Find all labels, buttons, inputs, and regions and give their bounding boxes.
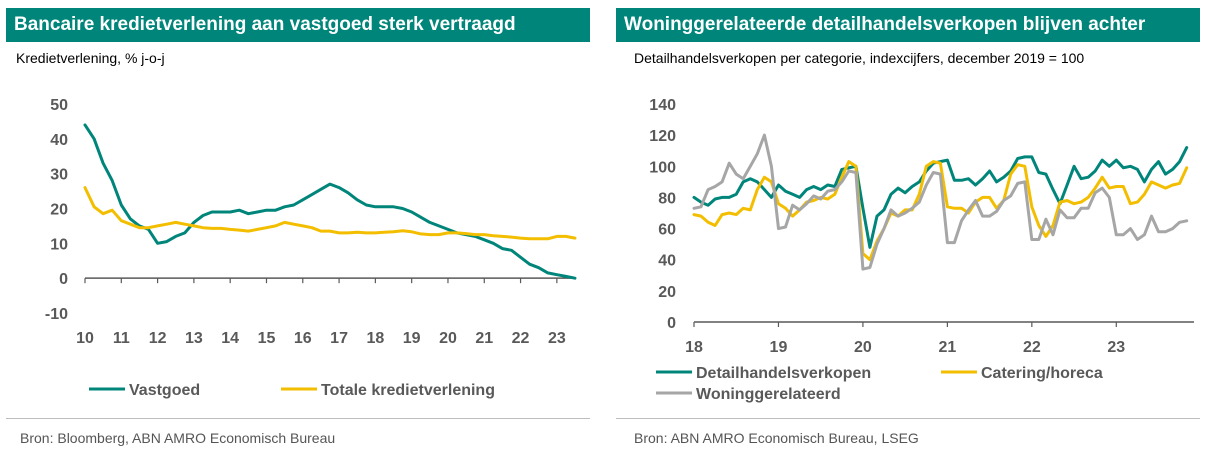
source-note: Bron: Bloomberg, ABN AMRO Economisch Bur… (20, 430, 336, 446)
y-tick-label: 30 (50, 167, 68, 184)
y-tick-label: 140 (649, 97, 676, 114)
x-tick-label: 23 (548, 330, 566, 347)
x-tick-label: 16 (294, 330, 312, 347)
y-tick-label: 80 (658, 190, 676, 207)
series-line-1 (692, 146, 1189, 249)
x-tick-label: 23 (1107, 339, 1125, 356)
chart-subtitle: Detailhandelsverkopen per categorie, ind… (634, 50, 1085, 66)
y-tick-label: 40 (658, 253, 676, 270)
x-tick-label: 20 (439, 330, 457, 347)
series-line-3 (692, 133, 1189, 271)
x-tick-label: 12 (149, 330, 167, 347)
chart-title: Woninggerelateerde detailhandelsverkopen… (616, 8, 1200, 42)
y-tick-label: 20 (658, 284, 676, 301)
x-tick-label: 22 (512, 330, 530, 347)
series-line-1 (83, 123, 577, 280)
y-tick-label: 60 (658, 222, 676, 239)
legend-label: Totale kredietverlening (321, 382, 495, 399)
chart-title: Bancaire kredietverlening aan vastgoed s… (6, 8, 590, 42)
y-tick-label: 40 (50, 132, 68, 149)
y-tick-label: -10 (45, 306, 68, 323)
source-note: Bron: ABN AMRO Economisch Bureau, LSEG (634, 430, 919, 446)
chart-area: 0 20 40 60 80 100 120 140 18 19 20 21 22 23 Detailhand… (649, 97, 1194, 403)
y-tick-label: 120 (649, 128, 676, 145)
chart-panel-right: Woninggerelateerde detailhandelsverkopen… (616, 0, 1206, 454)
x-tick-label: 21 (475, 330, 493, 347)
y-tick-label: 0 (667, 315, 676, 332)
y-tick-label: 100 (649, 159, 676, 176)
legend-label: Woninggerelateerd (696, 386, 841, 403)
x-tick-label: 19 (770, 339, 788, 356)
x-tick-label: 13 (185, 330, 203, 347)
chart-area: -10 0 10 20 30 40 50 10 11 12 13 14 15 16 17 18 19 20 21 22… (45, 97, 577, 399)
y-tick-label: 10 (50, 236, 68, 253)
x-tick-label: 14 (221, 330, 239, 347)
x-tick-label: 11 (113, 330, 130, 347)
x-tick-label: 15 (258, 330, 276, 347)
legend-label: Vastgoed (129, 382, 200, 399)
x-tick-label: 18 (366, 330, 384, 347)
chart-panel-left: Bancaire kredietverlening aan vastgoed s… (6, 0, 596, 454)
source-divider (616, 418, 1200, 419)
x-tick-label: 10 (76, 330, 94, 347)
x-tick-label: 22 (1023, 339, 1041, 356)
y-tick-label: 50 (50, 97, 68, 114)
legend-label: Catering/horeca (981, 365, 1103, 382)
chart-subtitle: Kredietverlening, % j-o-j (16, 50, 165, 66)
x-tick-label: 20 (854, 339, 872, 356)
x-tick-label: 17 (330, 330, 348, 347)
x-tick-label: 19 (403, 330, 421, 347)
source-divider (6, 418, 590, 419)
y-tick-label: 0 (59, 271, 68, 288)
series-line-2 (83, 186, 577, 241)
x-tick-label: 18 (685, 339, 703, 356)
y-tick-label: 20 (50, 202, 68, 219)
legend-label: Detailhandelsverkopen (696, 365, 871, 382)
x-tick-label: 21 (938, 339, 956, 356)
